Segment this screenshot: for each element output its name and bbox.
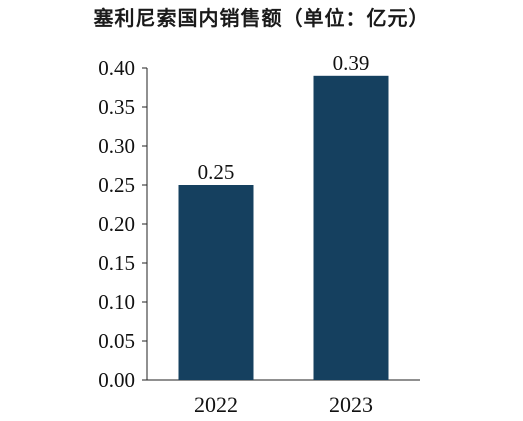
y-tick-label: 0.25 bbox=[98, 173, 135, 197]
y-tick-label: 0.00 bbox=[98, 368, 135, 392]
y-tick-label: 0.35 bbox=[98, 95, 135, 119]
bars: 0.25 0.39 bbox=[178, 51, 389, 381]
y-axis-ticks: 0.00 0.05 0.10 0.15 0.20 0.25 0.30 0.35 0.40 bbox=[98, 56, 147, 392]
y-tick-label: 0.20 bbox=[98, 212, 135, 236]
y-tick-label: 0.05 bbox=[98, 329, 135, 353]
y-tick-label: 0.15 bbox=[98, 251, 135, 275]
bar-2022 bbox=[178, 185, 254, 380]
data-label: 0.25 bbox=[198, 160, 235, 184]
x-tick-label: 2022 bbox=[194, 392, 238, 417]
y-tick-label: 0.40 bbox=[98, 56, 135, 80]
x-tick-label: 2023 bbox=[329, 392, 373, 417]
data-label: 0.39 bbox=[333, 51, 370, 75]
chart-title: 塞利尼索国内销售额（单位：亿元） bbox=[93, 6, 430, 30]
x-axis-labels: 2022 2023 bbox=[194, 392, 373, 417]
bar-2023 bbox=[313, 75, 389, 381]
y-tick-label: 0.30 bbox=[98, 134, 135, 158]
y-tick-label: 0.10 bbox=[98, 290, 135, 314]
